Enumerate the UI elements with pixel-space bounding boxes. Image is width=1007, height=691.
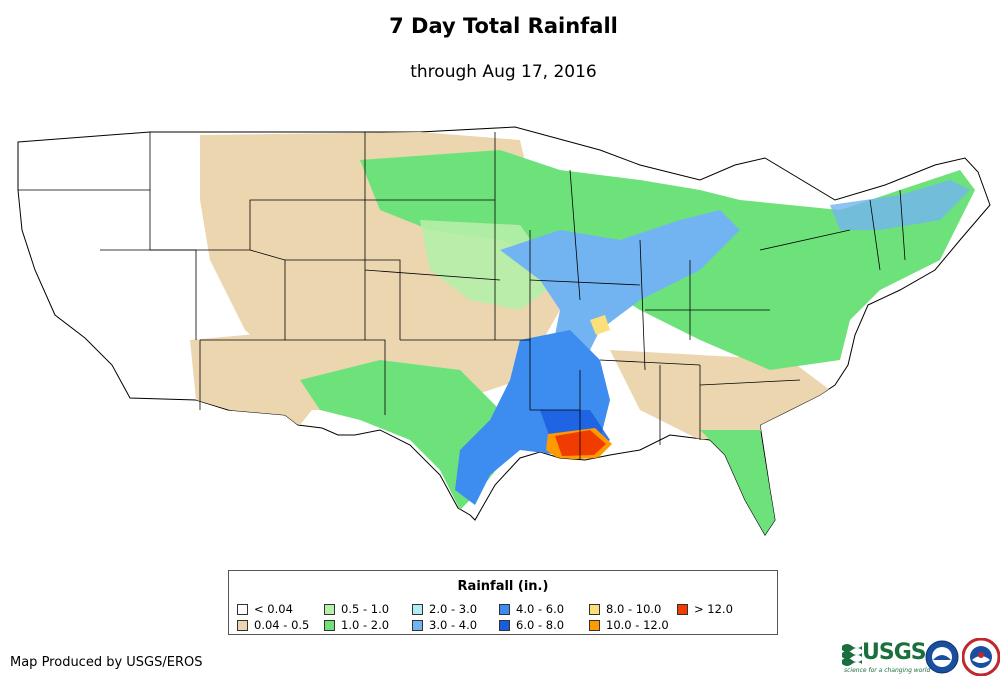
- legend-item: 0.04 - 0.5: [237, 619, 309, 631]
- usgs-wave-icon: [842, 644, 862, 666]
- rain-field-green-florida: [700, 430, 775, 535]
- legend-item: 0.5 - 1.0: [324, 603, 389, 615]
- legend-label: 8.0 - 10.0: [606, 602, 662, 616]
- legend-label: 4.0 - 6.0: [516, 602, 565, 616]
- legend-swatch: [237, 604, 248, 615]
- legend-label: 1.0 - 2.0: [341, 618, 390, 632]
- legend-label: 0.5 - 1.0: [341, 602, 390, 616]
- legend-swatch: [324, 620, 335, 631]
- rainfall-map: [0, 110, 1007, 550]
- legend-item: 6.0 - 8.0: [499, 619, 564, 631]
- rainfall-fields: [190, 132, 975, 535]
- rain-field-tan-southwest: [190, 330, 320, 425]
- legend-item: 2.0 - 3.0: [412, 603, 477, 615]
- rainfall-map-svg: [17, 126, 991, 536]
- legend-item: 1.0 - 2.0: [324, 619, 389, 631]
- legend-label: 6.0 - 8.0: [516, 618, 565, 632]
- noaa-logo-icon: [925, 640, 959, 674]
- legend-swatch: [412, 620, 423, 631]
- legend-swatch: [499, 604, 510, 615]
- state-boundaries: [18, 132, 906, 460]
- legend-label: > 12.0: [694, 602, 733, 616]
- legend-item: < 0.04: [237, 603, 293, 615]
- legend-item: > 12.0: [677, 603, 733, 615]
- usgs-wordmark: USGS: [862, 640, 927, 665]
- rain-field-red: [555, 430, 606, 456]
- legend-swatch: [324, 604, 335, 615]
- legend-label: 10.0 - 12.0: [606, 618, 669, 632]
- legend-label: < 0.04: [254, 602, 293, 616]
- legend-swatch: [677, 604, 688, 615]
- legend-item: 10.0 - 12.0: [589, 619, 669, 631]
- rain-field-blue-northeast: [830, 180, 970, 230]
- rain-field-blue-midwest: [500, 210, 740, 370]
- legend-swatch: [589, 604, 600, 615]
- map-subtitle: through Aug 17, 2016: [410, 62, 597, 82]
- rain-field-tan-southeast: [610, 350, 830, 440]
- legend-title: Rainfall (in.): [457, 579, 549, 594]
- legend-label: 3.0 - 4.0: [429, 618, 478, 632]
- legend-label: 2.0 - 3.0: [429, 602, 478, 616]
- legend-item: 8.0 - 10.0: [589, 603, 661, 615]
- legend-item: 4.0 - 6.0: [499, 603, 564, 615]
- usgs-tagline: science for a changing world: [844, 667, 931, 674]
- usgs-logo: USGS science for a changing world: [842, 640, 930, 676]
- legend-swatch: [499, 620, 510, 631]
- nws-logo-icon: [962, 638, 1000, 676]
- rain-field-blue-south: [455, 330, 610, 505]
- map-title: 7 Day Total Rainfall: [389, 14, 618, 38]
- legend-swatch: [412, 604, 423, 615]
- map-credit: Map Produced by USGS/EROS: [10, 655, 203, 670]
- legend-item: 3.0 - 4.0: [412, 619, 477, 631]
- map-legend: Rainfall (in.) < 0.04 0.04 - 0.5 0.5 - 1…: [228, 570, 778, 635]
- legend-swatch: [237, 620, 248, 631]
- legend-label: 0.04 - 0.5: [254, 618, 310, 632]
- rain-field-yellow: [590, 315, 610, 335]
- legend-swatch: [589, 620, 600, 631]
